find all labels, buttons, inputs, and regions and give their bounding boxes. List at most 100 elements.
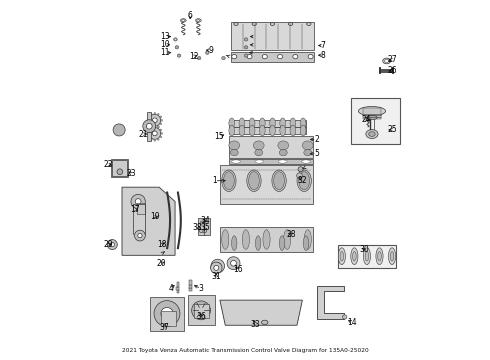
Ellipse shape	[192, 301, 211, 320]
Ellipse shape	[157, 125, 159, 127]
Ellipse shape	[300, 125, 306, 136]
Ellipse shape	[157, 126, 159, 128]
Ellipse shape	[110, 242, 115, 247]
Ellipse shape	[211, 262, 222, 274]
Bar	[229, 120, 306, 127]
Ellipse shape	[234, 23, 238, 26]
Ellipse shape	[245, 54, 248, 57]
Bar	[194, 304, 209, 318]
Ellipse shape	[296, 173, 302, 179]
Ellipse shape	[229, 141, 240, 150]
Ellipse shape	[227, 257, 240, 270]
Bar	[198, 218, 210, 234]
Ellipse shape	[135, 199, 141, 204]
Text: 16: 16	[233, 265, 243, 274]
Ellipse shape	[152, 118, 157, 123]
Ellipse shape	[248, 172, 259, 190]
Ellipse shape	[290, 118, 296, 129]
Text: 34: 34	[201, 216, 210, 225]
Ellipse shape	[197, 19, 200, 21]
Ellipse shape	[197, 306, 205, 314]
Bar	[111, 159, 128, 177]
Ellipse shape	[239, 118, 245, 129]
Text: 37: 37	[159, 323, 169, 332]
Ellipse shape	[293, 54, 298, 59]
Ellipse shape	[178, 55, 180, 56]
Bar	[363, 108, 381, 119]
Bar	[229, 159, 313, 164]
Ellipse shape	[280, 125, 286, 136]
Ellipse shape	[239, 125, 245, 136]
Ellipse shape	[255, 236, 261, 251]
Bar	[177, 290, 179, 293]
Text: 30: 30	[360, 246, 369, 255]
Text: 27: 27	[387, 55, 397, 64]
Ellipse shape	[301, 160, 311, 163]
Ellipse shape	[174, 39, 176, 40]
Text: 23: 23	[126, 169, 136, 178]
Text: 36: 36	[196, 312, 206, 321]
Ellipse shape	[262, 54, 268, 59]
Text: 10: 10	[161, 40, 170, 49]
Ellipse shape	[279, 149, 287, 156]
Ellipse shape	[205, 51, 209, 54]
Text: 17: 17	[130, 205, 139, 214]
Bar	[177, 282, 179, 287]
Text: 14: 14	[347, 318, 357, 327]
Ellipse shape	[200, 221, 205, 225]
Ellipse shape	[161, 132, 163, 134]
Text: 33: 33	[251, 320, 261, 329]
Ellipse shape	[303, 236, 309, 251]
Ellipse shape	[279, 236, 285, 251]
Ellipse shape	[304, 149, 312, 156]
Ellipse shape	[175, 46, 179, 49]
Ellipse shape	[135, 230, 146, 241]
Ellipse shape	[245, 38, 248, 41]
Text: 31: 31	[212, 272, 221, 281]
Ellipse shape	[270, 118, 275, 129]
Ellipse shape	[368, 132, 375, 136]
Ellipse shape	[243, 230, 249, 249]
Ellipse shape	[223, 172, 234, 190]
Ellipse shape	[365, 252, 368, 261]
Ellipse shape	[206, 52, 208, 53]
Ellipse shape	[117, 169, 122, 175]
Bar	[112, 160, 127, 176]
Text: 35: 35	[201, 223, 210, 232]
Ellipse shape	[307, 23, 311, 26]
Text: 21: 21	[138, 130, 147, 139]
Ellipse shape	[154, 301, 180, 327]
Text: 29: 29	[103, 240, 113, 249]
Ellipse shape	[280, 118, 286, 129]
Text: 5: 5	[314, 149, 319, 158]
Text: 13: 13	[161, 32, 170, 41]
Bar	[190, 288, 192, 291]
Bar	[231, 22, 314, 50]
Ellipse shape	[366, 130, 378, 139]
Ellipse shape	[270, 125, 275, 136]
Ellipse shape	[284, 230, 291, 249]
Ellipse shape	[150, 113, 152, 115]
Ellipse shape	[338, 248, 345, 265]
Text: 6: 6	[188, 10, 193, 19]
Ellipse shape	[143, 120, 156, 133]
Ellipse shape	[176, 46, 178, 48]
Ellipse shape	[160, 116, 162, 118]
Ellipse shape	[196, 19, 201, 22]
Ellipse shape	[222, 57, 224, 59]
Ellipse shape	[157, 113, 159, 115]
Ellipse shape	[214, 265, 219, 270]
Ellipse shape	[229, 125, 235, 136]
Ellipse shape	[138, 233, 142, 238]
Ellipse shape	[147, 123, 152, 129]
Text: 20: 20	[157, 259, 167, 268]
Bar	[189, 285, 192, 288]
Ellipse shape	[180, 19, 186, 22]
Text: 25: 25	[387, 125, 397, 134]
Ellipse shape	[245, 46, 247, 48]
Ellipse shape	[160, 129, 162, 131]
Ellipse shape	[390, 252, 394, 261]
Ellipse shape	[343, 315, 347, 319]
Ellipse shape	[150, 139, 152, 140]
Text: 32: 32	[297, 176, 307, 185]
